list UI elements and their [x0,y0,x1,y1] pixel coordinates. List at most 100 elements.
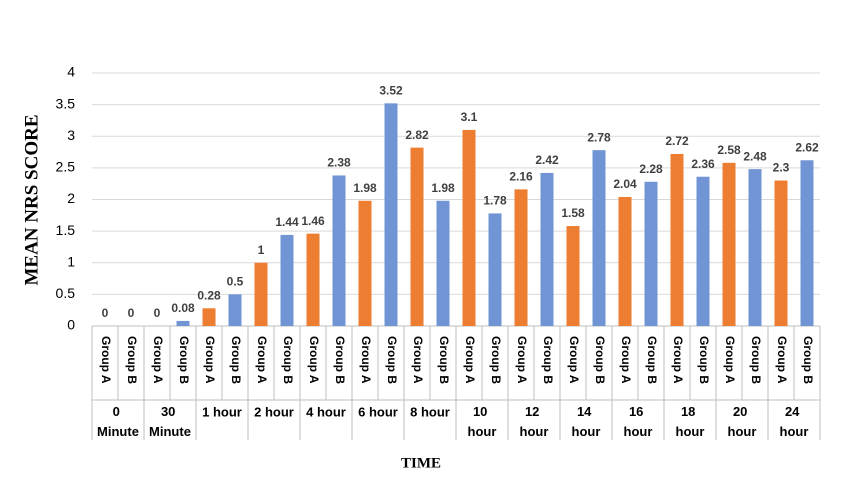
value-label: 2.82 [405,128,429,142]
y-tick-label: 2 [67,190,75,206]
bar [228,294,242,326]
bar [540,172,554,326]
bar [358,200,372,326]
bar [800,160,814,326]
group-label: Group B [593,336,607,384]
value-label: 3.52 [379,84,403,98]
value-label: 2.62 [795,140,819,154]
value-label: 2.78 [587,130,611,144]
value-label: 0.08 [171,301,195,315]
value-label: 1.98 [431,181,455,195]
group-label: Group A [463,336,477,384]
bar [774,180,788,326]
group-label: Group A [255,336,269,384]
value-label: 0.5 [227,275,244,289]
bar [384,103,398,326]
bar [566,226,580,326]
group-label: Group A [151,336,165,384]
bar [280,234,294,326]
value-label: 2.04 [613,177,637,191]
x-tick-label: 18 hour [676,404,705,439]
x-axis-title: TIME [401,455,441,471]
group-label: Group B [645,336,659,384]
group-label: Group A [307,336,321,384]
group-label: Group B [697,336,711,384]
value-label: 2.72 [665,134,689,148]
value-label: 0 [154,306,161,320]
bar [696,176,710,326]
x-tick-label: 30 Minute [149,404,191,439]
bar [670,153,684,326]
value-label: 0.28 [197,288,221,302]
x-tick-label: 12 hour [520,404,549,439]
value-label: 1.78 [483,194,507,208]
group-label: Group B [749,336,763,384]
bar [618,196,632,326]
group-label: Group B [541,336,555,384]
bar [410,147,424,326]
group-label: Group A [515,336,529,384]
y-tick-label: 1.5 [56,222,76,238]
value-label: 2.38 [327,156,351,170]
group-label: Group B [437,336,451,384]
group-label: Group B [801,336,815,384]
value-label: 2.3 [773,161,790,175]
bar [592,150,606,326]
x-tick-label: 4 hour [306,404,346,419]
group-label: Group A [411,336,425,384]
value-label: 1 [258,243,265,257]
x-tick-label: 2 hour [254,404,294,419]
group-label: Group B [333,336,347,384]
x-tick-label: 8 hour [410,404,450,419]
y-tick-label: 2.5 [56,159,76,175]
y-tick-label: 0.5 [56,285,76,301]
x-tick-label: 6 hour [358,404,398,419]
group-label: Group B [489,336,503,384]
group-label: Group B [385,336,399,384]
bar [306,233,320,326]
bar [644,181,658,326]
y-tick-label: 3.5 [56,95,76,111]
value-label: 1.98 [353,181,377,195]
group-label: Group A [567,336,581,384]
group-label: Group B [177,336,191,384]
value-label: 1.44 [275,215,299,229]
group-label: Group A [619,336,633,384]
y-tick-label: 3 [67,127,75,143]
bar [462,129,476,326]
bar [202,308,216,326]
y-tick-label: 0 [67,317,75,333]
x-tick-label: 10 hour [468,404,497,439]
bar [722,162,736,326]
value-label: 0 [128,306,135,320]
group-label: Group B [125,336,139,384]
value-label: 2.42 [535,153,559,167]
x-tick-label: 16 hour [624,404,653,439]
value-label: 2.48 [743,149,767,163]
y-tick-label: 4 [67,64,75,80]
x-tick-label: 20 hour [728,404,757,439]
bar [488,213,502,326]
y-axis-title: MEAN NRS SCORE [21,114,42,285]
x-tick-label: 0 Minute [97,404,139,439]
value-label: 2.28 [639,162,663,176]
group-label: Group A [359,336,373,384]
group-label: Group B [229,336,243,384]
bar [514,189,528,326]
value-label: 2.58 [717,143,741,157]
y-tick-label: 1 [67,253,75,269]
bar [748,169,762,326]
group-label: Group A [99,336,113,384]
x-tick-label: 14 hour [572,404,601,439]
value-label: 2.36 [691,157,715,171]
value-label: 2.16 [509,170,533,184]
x-tick-label: 1 hour [202,404,242,419]
bar [436,200,450,326]
group-label: Group A [775,336,789,384]
value-label: 1.58 [561,206,585,220]
bar [176,320,190,326]
bar [332,175,346,326]
group-label: Group A [203,336,217,384]
x-tick-label: 24 hour [780,404,809,439]
